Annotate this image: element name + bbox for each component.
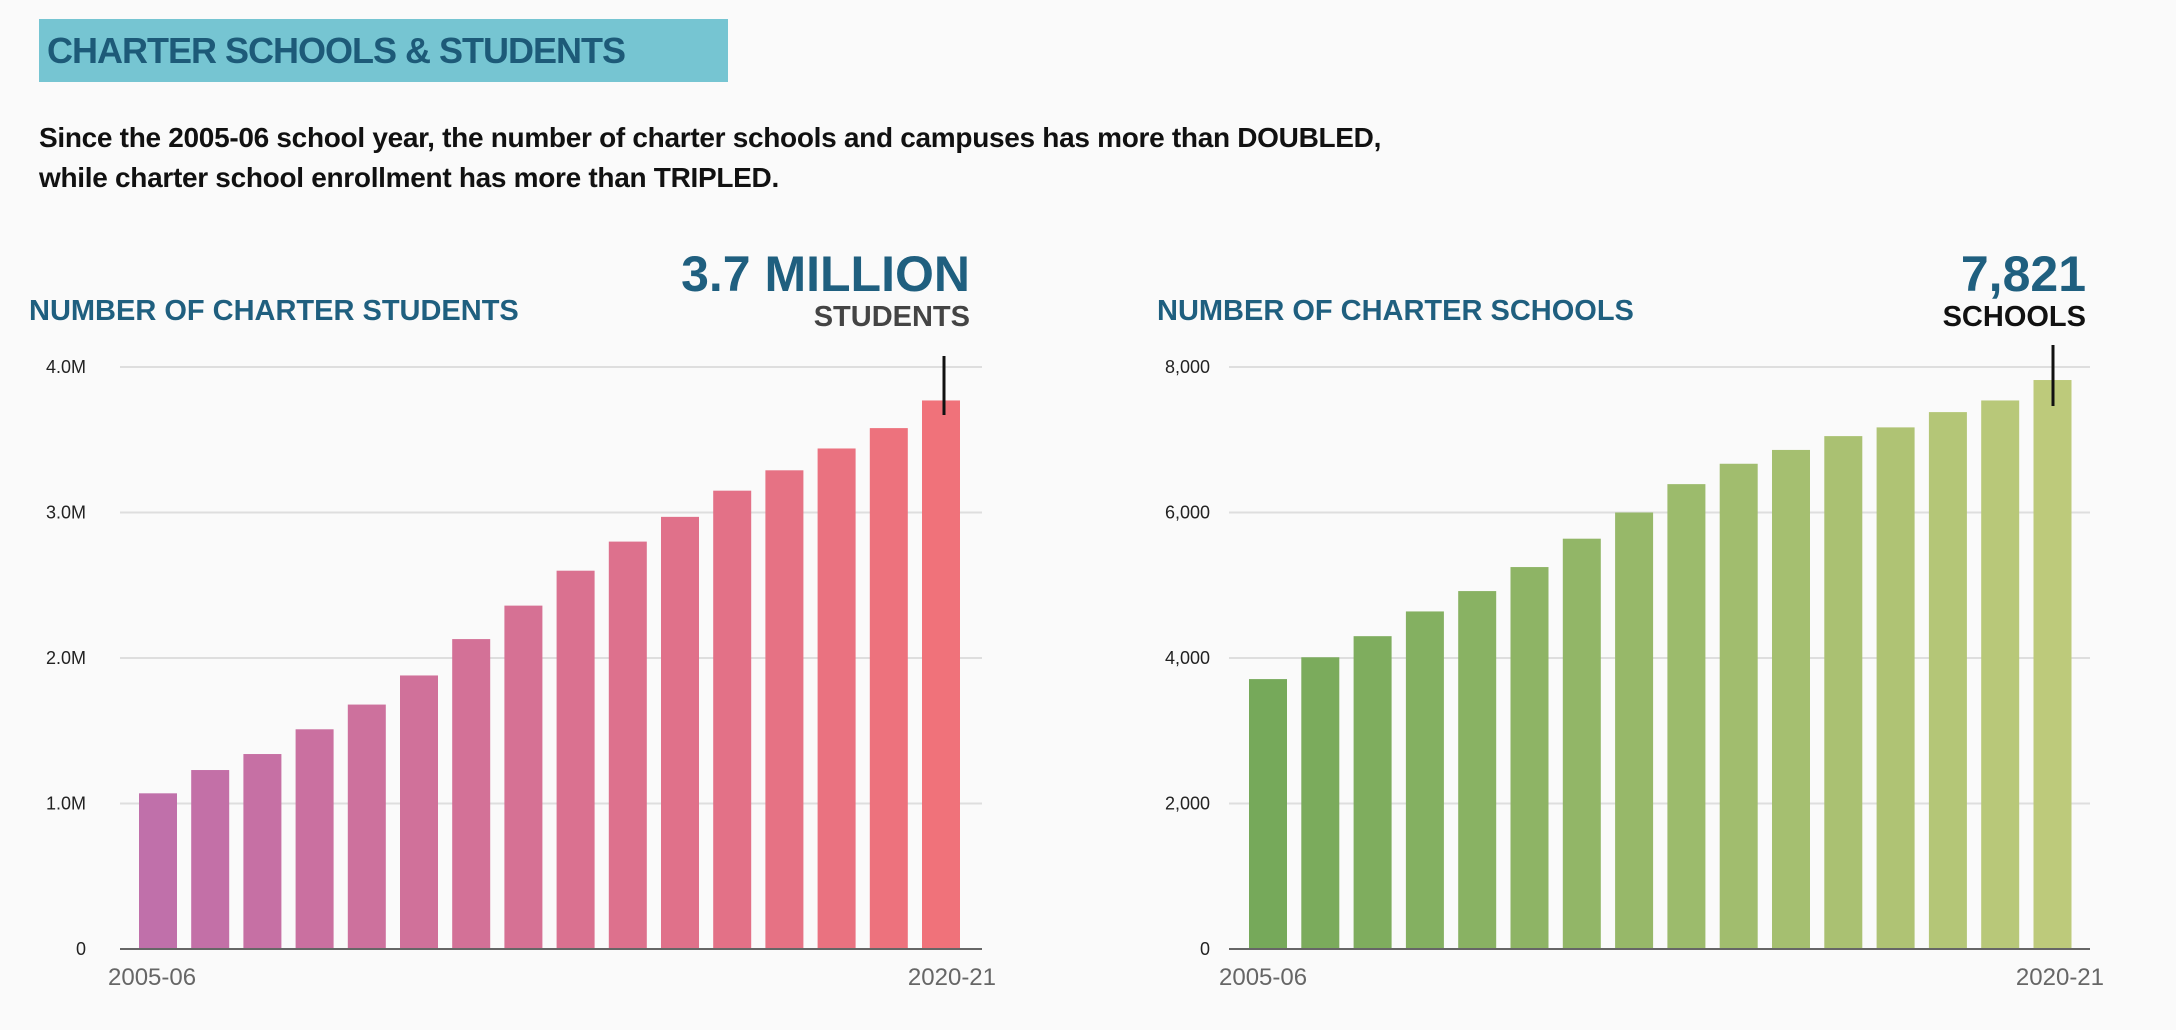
students-y-tick-label: 2.0M bbox=[46, 648, 86, 668]
schools-bar bbox=[1301, 657, 1340, 949]
schools-annotation-value: 7,821 bbox=[1961, 246, 2086, 302]
schools-bar bbox=[1353, 636, 1392, 949]
schools-bar bbox=[1405, 611, 1444, 949]
students-bar bbox=[661, 516, 699, 949]
schools-bar bbox=[1615, 512, 1654, 949]
students-bar bbox=[608, 541, 647, 949]
students-bar bbox=[504, 605, 543, 949]
students-bar bbox=[556, 570, 595, 949]
schools-bar bbox=[1928, 412, 1967, 950]
schools-bar bbox=[1562, 538, 1601, 949]
schools-bar bbox=[1719, 463, 1758, 949]
schools-bar bbox=[1772, 449, 1810, 949]
students-bar bbox=[713, 490, 752, 949]
schools-chart: NUMBER OF CHARTER SCHOOLS 7,821 SCHOOLS … bbox=[1157, 246, 2104, 991]
schools-x-label-start: 2005-06 bbox=[1219, 964, 1307, 991]
schools-bar bbox=[1981, 400, 2020, 950]
page-title: CHARTER SCHOOLS & STUDENTS bbox=[47, 30, 626, 71]
subtitle-line-2: while charter school enrollment has more… bbox=[39, 162, 779, 193]
schools-y-tick-label: 0 bbox=[1200, 939, 1210, 959]
students-y-tick-label: 3.0M bbox=[46, 503, 86, 523]
students-annotation-unit: STUDENTS bbox=[814, 301, 970, 333]
subtitle: Since the 2005-06 school year, the numbe… bbox=[39, 118, 1381, 198]
schools-y-tick-label: 2,000 bbox=[1165, 794, 1210, 814]
students-bar bbox=[191, 770, 230, 949]
students-bar bbox=[452, 639, 491, 949]
students-x-label-end: 2020-21 bbox=[908, 964, 996, 991]
schools-chart-title: NUMBER OF CHARTER SCHOOLS bbox=[1157, 295, 1634, 327]
students-bar bbox=[817, 448, 856, 949]
students-y-tick-label: 4.0M bbox=[46, 357, 86, 377]
students-chart: NUMBER OF CHARTER STUDENTS 3.7 MILLION S… bbox=[29, 246, 996, 991]
students-bar bbox=[347, 704, 386, 949]
students-bar bbox=[765, 470, 804, 949]
title-banner: CHARTER SCHOOLS & STUDENTS bbox=[39, 19, 728, 82]
students-annotation-value: 3.7 MILLION bbox=[681, 246, 970, 302]
schools-y-tick-label: 8,000 bbox=[1165, 357, 1210, 377]
schools-bar bbox=[1510, 567, 1549, 949]
schools-bar bbox=[1667, 484, 1706, 949]
students-chart-title: NUMBER OF CHARTER STUDENTS bbox=[29, 295, 519, 327]
subtitle-line-1: Since the 2005-06 school year, the numbe… bbox=[39, 122, 1382, 153]
schools-y-tick-label: 6,000 bbox=[1165, 503, 1210, 523]
students-bar bbox=[922, 400, 960, 950]
students-x-label-start: 2005-06 bbox=[108, 964, 196, 991]
schools-bar bbox=[2033, 380, 2072, 950]
schools-bar bbox=[1249, 679, 1287, 949]
students-bar bbox=[400, 675, 438, 949]
schools-y-tick-label: 4,000 bbox=[1165, 648, 1210, 668]
schools-bar bbox=[1876, 427, 1915, 949]
schools-x-label-end: 2020-21 bbox=[2016, 964, 2104, 991]
students-bar bbox=[295, 729, 334, 949]
students-bar bbox=[869, 428, 908, 949]
students-y-tick-label: 0 bbox=[76, 939, 86, 959]
schools-bar bbox=[1824, 436, 1863, 949]
students-bar bbox=[139, 793, 177, 949]
schools-annotation-unit: SCHOOLS bbox=[1943, 301, 2086, 333]
schools-bar bbox=[1458, 591, 1497, 949]
students-bar bbox=[243, 754, 282, 949]
students-y-tick-label: 1.0M bbox=[46, 794, 86, 814]
